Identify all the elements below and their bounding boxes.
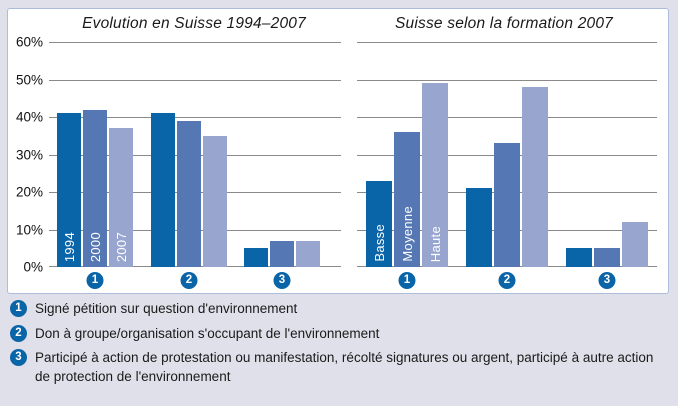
chart-title-right: Suisse selon la formation 2007 (395, 15, 613, 32)
y-axis: 60% 50% 40% 30% 20% 10% 0% (8, 35, 46, 275)
legend-item: 2 Don à groupe/organisation s'occupant de… (10, 324, 670, 343)
y-axis-label: 10% (15, 222, 43, 237)
group-number-badge: 2 (180, 272, 198, 289)
y-axis-label: 60% (15, 34, 43, 50)
group-number-badge: 1 (86, 272, 104, 289)
bar-group (151, 42, 227, 267)
bar-series-label: Moyenne (399, 206, 415, 262)
gridline (357, 42, 657, 43)
legend-text: Don à groupe/organisation s'occupant de … (35, 325, 380, 341)
y-axis-label: 20% (15, 184, 43, 200)
legend-text: Signé pétition sur question d'environnem… (35, 301, 298, 316)
bar (203, 135, 227, 267)
bar (177, 120, 201, 267)
bar-group (244, 42, 320, 267)
bar (494, 143, 520, 267)
bar-group (566, 42, 648, 267)
bar-series-label: 1994 (61, 231, 77, 262)
legend-marker: 3 (10, 349, 27, 367)
bar-series-label: 2007 (113, 231, 129, 262)
bar (270, 240, 294, 267)
legend-marker: 1 (10, 300, 27, 317)
legend-text: Participé à action de protestation ou ma… (35, 350, 654, 385)
bar-series-label: Haute (427, 225, 443, 262)
y-axis-label: 50% (15, 72, 43, 87)
bar (296, 240, 320, 267)
bar-group (466, 42, 548, 267)
bar (151, 113, 175, 267)
bar-group: 1994 2000 2007 (57, 42, 133, 267)
legend-marker: 2 (10, 324, 27, 342)
group-number-badge: 3 (273, 272, 291, 289)
y-axis-label: 0% (23, 259, 43, 275)
chart-panel: Evolution en Suisse 1994–2007 Suisse sel… (7, 8, 669, 294)
bar (594, 248, 620, 267)
y-axis-label: 40% (15, 109, 43, 125)
gridline (357, 79, 657, 81)
bar-series-label: 2000 (87, 231, 103, 262)
bar: 1994 (57, 113, 81, 267)
bar: 2007 (109, 128, 133, 267)
bar (466, 188, 492, 267)
bar: Basse (366, 180, 392, 267)
gridline (357, 117, 657, 118)
right-plot: Basse Moyenne Haute (357, 42, 657, 267)
bar (622, 222, 648, 267)
y-axis-label: 30% (15, 147, 43, 162)
bar: Haute (422, 83, 448, 267)
gridline (49, 117, 341, 118)
bar-group: Basse Moyenne Haute (366, 42, 448, 267)
group-number-badge: 3 (598, 272, 616, 289)
group-number-badge: 1 (398, 272, 416, 289)
gridline (49, 42, 341, 43)
legend: 1 Signé pétition sur question d'environne… (10, 299, 670, 392)
chart-title-left: Evolution en Suisse 1994–2007 (82, 15, 306, 32)
bar (566, 248, 592, 267)
bar: 2000 (83, 109, 107, 267)
legend-item: 3 Participé à action de protestation ou m… (10, 348, 670, 386)
bar-series-label: Basse (371, 224, 387, 262)
group-number-badge: 2 (498, 272, 516, 289)
gridline (49, 79, 341, 81)
bar (522, 87, 548, 267)
bar (244, 248, 268, 267)
bar: Moyenne (394, 132, 420, 267)
left-plot: 1994 2000 2007 (49, 42, 341, 267)
legend-item: 1 Signé pétition sur question d'environne… (10, 299, 670, 318)
